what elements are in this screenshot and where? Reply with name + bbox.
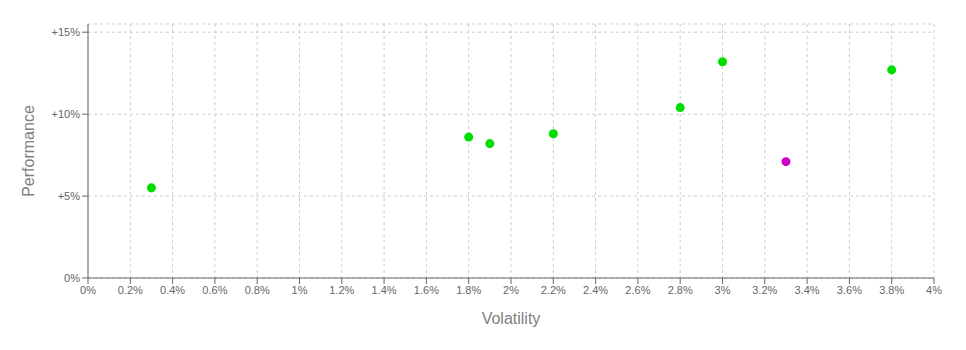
svg-text:Volatility: Volatility: [482, 310, 541, 327]
svg-text:+5%: +5%: [58, 190, 81, 202]
svg-text:0%: 0%: [80, 284, 96, 296]
svg-text:3.2%: 3.2%: [752, 284, 777, 296]
svg-text:1.2%: 1.2%: [329, 284, 354, 296]
svg-text:0.6%: 0.6%: [202, 284, 227, 296]
svg-text:3%: 3%: [715, 284, 731, 296]
svg-text:1%: 1%: [292, 284, 308, 296]
svg-text:2.8%: 2.8%: [668, 284, 693, 296]
svg-text:Performance: Performance: [20, 105, 37, 197]
svg-text:2.2%: 2.2%: [541, 284, 566, 296]
svg-text:+10%: +10%: [52, 108, 81, 120]
svg-text:0%: 0%: [64, 272, 80, 284]
svg-text:3.8%: 3.8%: [879, 284, 904, 296]
svg-text:+15%: +15%: [52, 26, 81, 38]
svg-text:3.4%: 3.4%: [795, 284, 820, 296]
svg-text:0.4%: 0.4%: [160, 284, 185, 296]
svg-text:1.4%: 1.4%: [372, 284, 397, 296]
svg-text:2.4%: 2.4%: [583, 284, 608, 296]
svg-text:1.6%: 1.6%: [414, 284, 439, 296]
svg-text:0.8%: 0.8%: [245, 284, 270, 296]
svg-text:2.6%: 2.6%: [625, 284, 650, 296]
svg-text:0.2%: 0.2%: [118, 284, 143, 296]
svg-text:1.8%: 1.8%: [456, 284, 481, 296]
svg-text:3.6%: 3.6%: [837, 284, 862, 296]
svg-text:4%: 4%: [926, 284, 942, 296]
svg-text:2%: 2%: [503, 284, 519, 296]
